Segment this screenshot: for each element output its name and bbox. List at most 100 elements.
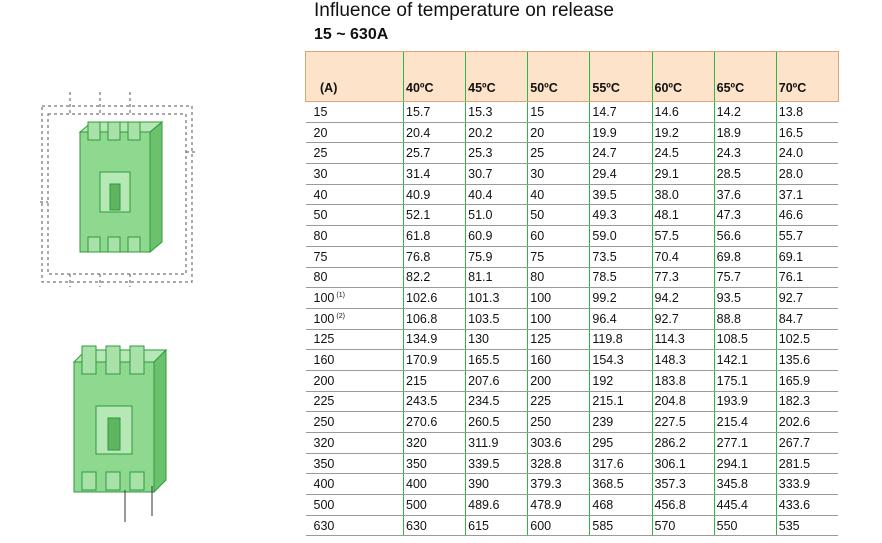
derated-current-cell: 25.3	[465, 142, 528, 165]
derated-current-cell: 69.8	[713, 246, 777, 268]
table-row: 350 350 339.5 328.8 317.6 306.1 294.1 281.5	[305, 453, 839, 475]
derated-current-cell: 306.1	[651, 453, 715, 475]
rated-current-value: 200	[313, 373, 335, 388]
derated-current-cell: 25.7	[402, 142, 466, 165]
rated-current-value: 25	[313, 146, 328, 161]
derated-current-cell: 49.3	[589, 204, 652, 227]
derated-current-cell: 29.4	[589, 163, 652, 185]
derated-current-cell: 76.1	[775, 267, 839, 289]
derated-current-cell: 19.9	[589, 122, 652, 144]
column-header-55c: 55ºC	[589, 51, 652, 102]
rated-current-cell: 125	[305, 329, 404, 351]
derated-current-cell: 82.2	[402, 267, 466, 289]
breaker-3-pole-illustration	[72, 345, 168, 522]
column-header-40c: 40ºC	[402, 51, 466, 102]
derated-current-cell: 339.5	[465, 453, 528, 475]
derated-current-cell: 227.5	[651, 411, 715, 433]
derated-current-cell: 100	[527, 287, 590, 309]
rated-current-value: 630	[313, 518, 335, 533]
rated-current-cell: 225	[305, 391, 404, 413]
derated-current-cell: 57.5	[651, 225, 715, 247]
rated-current-cell: 75	[305, 246, 404, 268]
derated-current-cell: 101.3	[465, 287, 528, 309]
derated-current-cell: 478.9	[527, 494, 590, 516]
table-row: 15 15.7 15.3 15 14.7 14.6 14.2 13.8	[305, 101, 839, 123]
derated-current-cell: 350	[402, 453, 466, 475]
derated-current-cell: 165.9	[775, 370, 839, 392]
derated-current-cell: 183.8	[651, 370, 715, 392]
derated-current-cell: 16.5	[775, 122, 839, 144]
derated-current-cell: 25	[527, 142, 590, 165]
derated-current-cell: 215.1	[589, 391, 652, 413]
table-header-row: (A) 40ºC 45ºC 50ºC 55ºC 60ºC 65ºC 70ºC	[305, 51, 839, 102]
derated-current-cell: 390	[465, 473, 528, 496]
derated-current-cell: 200	[527, 370, 590, 392]
derated-current-cell: 202.6	[775, 411, 839, 433]
derated-current-cell: 50	[527, 204, 590, 227]
derated-current-cell: 75.9	[465, 246, 528, 268]
derated-current-cell: 328.8	[527, 453, 590, 475]
current-range-subtitle: 15 ~ 630A	[314, 26, 389, 43]
derated-current-cell: 234.5	[465, 391, 528, 413]
derated-current-cell: 40.4	[465, 184, 528, 206]
derated-current-cell: 165.5	[465, 349, 528, 371]
derated-current-cell: 456.8	[651, 494, 715, 516]
footnote-marker: (2)	[336, 312, 345, 320]
derated-current-cell: 14.2	[713, 101, 777, 123]
derated-current-cell: 47.3	[713, 204, 777, 227]
derated-current-cell: 81.1	[465, 267, 528, 289]
table-row: 25 25.7 25.3 25 24.7 24.5 24.3 24.0	[305, 142, 839, 165]
rated-current-cell: 630	[305, 515, 404, 537]
derated-current-cell: 24.7	[589, 142, 652, 165]
derated-current-cell: 106.8	[402, 308, 466, 330]
rated-current-cell: 50	[305, 204, 404, 227]
rated-current-cell: 160	[305, 349, 404, 371]
table-row: 80 82.2 81.1 80 78.5 77.3 75.7 76.1	[305, 267, 839, 289]
rated-current-value: 80	[313, 270, 328, 285]
derated-current-cell: 295	[589, 432, 652, 454]
derated-current-cell: 500	[402, 494, 466, 516]
rated-current-cell: 500	[305, 494, 404, 516]
derated-current-cell: 13.8	[775, 101, 839, 123]
derated-current-cell: 28.0	[775, 163, 839, 185]
derated-current-cell: 96.4	[589, 308, 652, 330]
table-row: 225 243.5 234.5 225 215.1 204.8 193.9 182.3	[305, 391, 839, 413]
derated-current-cell: 103.5	[465, 308, 528, 330]
rated-current-cell: 350	[305, 453, 404, 475]
derated-current-cell: 379.3	[527, 473, 590, 496]
footnote-marker: (1)	[336, 292, 345, 300]
rated-current-cell: 100 (1)	[305, 287, 404, 309]
temperature-release-table-wrapper: (A) 40ºC 45ºC 50ºC 55ºC 60ºC 65ºC 70ºC 1…	[305, 51, 839, 537]
derated-current-cell: 142.1	[713, 349, 777, 371]
rated-current-cell: 250	[305, 411, 404, 433]
derated-current-cell: 260.5	[465, 411, 528, 433]
derated-current-cell: 84.7	[775, 308, 839, 330]
derated-current-cell: 108.5	[713, 329, 777, 351]
derated-current-cell: 250	[527, 411, 590, 433]
derated-current-cell: 445.4	[713, 494, 777, 516]
table-row: 250 270.6 260.5 250 239 227.5 215.4 202.6	[305, 411, 839, 433]
derated-current-cell: 30	[527, 163, 590, 185]
derated-current-cell: 192	[589, 370, 652, 392]
table-row: 20 20.4 20.2 20 19.9 19.2 18.9 16.5	[305, 122, 839, 144]
derated-current-cell: 317.6	[589, 453, 652, 475]
table-row: 100 (1) 102.6 101.3 100 99.2 94.2 93.5 92.7	[305, 287, 839, 309]
rated-current-value: 350	[313, 456, 335, 471]
derated-current-cell: 40	[527, 184, 590, 206]
derated-current-cell: 154.3	[589, 349, 652, 371]
derated-current-cell: 294.1	[713, 453, 777, 475]
derated-current-cell: 134.9	[402, 329, 466, 351]
rated-current-cell: 200	[305, 370, 404, 392]
rated-current-value: 75	[313, 249, 328, 264]
rated-current-cell: 15	[305, 101, 404, 123]
derated-current-cell: 368.5	[589, 473, 652, 496]
derated-current-cell: 225	[527, 391, 590, 413]
derated-current-cell: 286.2	[651, 432, 715, 454]
column-header-65c: 65ºC	[713, 51, 777, 102]
derated-current-cell: 148.3	[651, 349, 715, 371]
rated-current-value: 30	[313, 166, 328, 181]
derated-current-cell: 15.3	[465, 101, 528, 123]
derated-current-cell: 215.4	[713, 411, 777, 433]
table-row: 320 320 311.9 303.6 295 286.2 277.1 267.7	[305, 432, 839, 454]
derated-current-cell: 400	[402, 473, 466, 496]
